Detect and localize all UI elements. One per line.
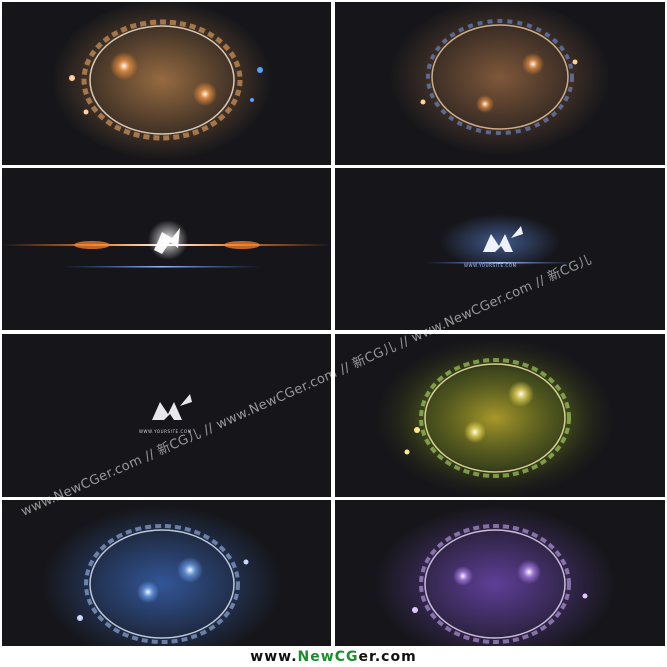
particle-ring-orange [52,2,272,160]
lens-flare-logo [2,220,331,268]
footer-brand-a: New [297,649,335,665]
particle-ring-purple [375,506,615,662]
preview-frame-7 [2,500,331,664]
site-url-text: WWW.YOURSITE.COM [139,429,192,434]
preview-frame-5: WWW.YOURSITE.COM [2,334,331,497]
site-url-text: WWW.YOURSITE.COM [464,263,517,268]
preview-frame-6 [335,334,665,497]
footer-brand-b: CG [334,649,359,665]
logo-white [152,394,192,420]
preview-frame-4: WWW.YOURSITE.COM [335,168,665,330]
preview-frame-1 [2,2,331,165]
logo-blue-glow [425,214,575,270]
footer-prefix: www. [250,649,298,665]
preview-frame-2 [335,2,665,165]
particle-ring-yellow [375,338,615,497]
preview-frame-3 [2,168,331,330]
preview-frame-8 [335,500,665,664]
footer-brand-c: er.com [358,649,417,665]
particle-ring-blue [42,506,282,662]
footer-brand: www.NewCGer.com [250,649,416,665]
particle-ring-orange-blue [390,2,610,155]
footer-bar: www.NewCGer.com [0,646,667,667]
